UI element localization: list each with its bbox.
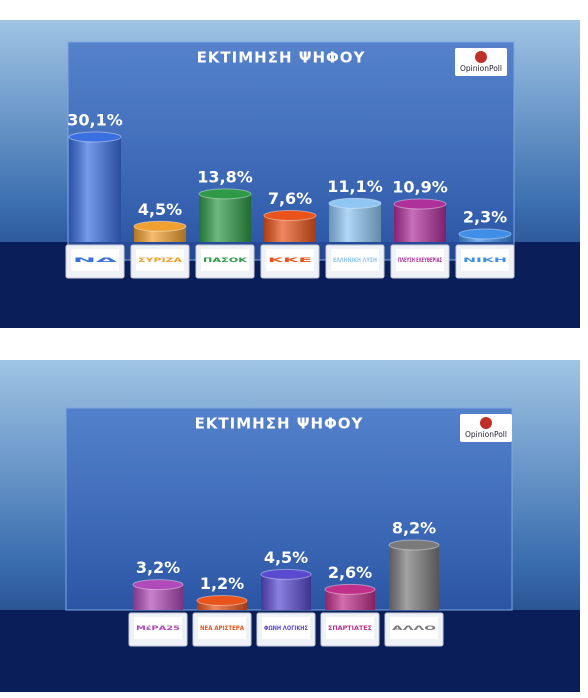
- x-tick-label: ΝΙΚΗ: [463, 256, 507, 264]
- value-label: 4,5%: [264, 548, 308, 567]
- bar-top: [198, 188, 252, 200]
- bar-top: [328, 197, 382, 209]
- logo-tile-inner: [390, 617, 438, 639]
- chart: ΕΚΤΙΜΗΣΗ ΨΗΦΟΥ OpinionPoll 30,1% ΝΔ 4,5% ΣΥΡΙ…: [0, 20, 580, 328]
- x-tick-label: ΚΚΕ: [268, 256, 312, 264]
- logo-icon: [480, 417, 492, 429]
- value-label: 4,5%: [138, 200, 182, 219]
- bar-top: [260, 568, 312, 580]
- logo-tile-inner: [136, 249, 184, 271]
- logo: OpinionPoll: [460, 64, 502, 73]
- logo-tile-inner: [461, 249, 509, 271]
- value-label: 3,2%: [136, 558, 180, 577]
- logo-tile-inner: [262, 617, 310, 639]
- bar-shade: [199, 193, 251, 242]
- logo-icon: [475, 51, 487, 63]
- value-label: 2,3%: [463, 207, 507, 226]
- bar-top: [68, 131, 122, 143]
- logo-tile-inner: [326, 617, 374, 639]
- bar-top: [263, 209, 317, 221]
- bar-shade: [69, 137, 121, 242]
- value-label: 2,6%: [328, 563, 372, 582]
- logo-tile-inner: [198, 617, 246, 639]
- x-tick-label: ΕΛΛΗΝΙΚΗ ΛΥΣΗ: [333, 256, 377, 264]
- chart-title: ΕΚΤΙΜΗΣΗ ΨΗΦΟΥ: [195, 415, 364, 433]
- bar-top: [393, 198, 447, 210]
- logo-tile-inner: [396, 249, 444, 271]
- x-tick-label: ΝΕΑ ΑΡΙΣΤΕΡΑ: [200, 624, 244, 632]
- value-label: 11,1%: [327, 177, 383, 196]
- bar-shade: [389, 545, 439, 610]
- value-label: 30,1%: [67, 111, 123, 130]
- x-tick-label: ΜέΡΑ25: [136, 624, 181, 632]
- bar-shade: [325, 589, 375, 610]
- bar-shade: [329, 203, 381, 242]
- logo-tile-inner: [134, 617, 182, 639]
- bar-top: [132, 579, 184, 591]
- bar-top: [458, 228, 512, 240]
- logo: OpinionPoll: [465, 430, 507, 439]
- value-label: 10,9%: [392, 177, 448, 196]
- value-label: 8,2%: [392, 519, 436, 538]
- value-label: 7,6%: [268, 189, 312, 208]
- logo-tile-inner: [201, 249, 249, 271]
- x-tick-label: ΠΑΣΟΚ: [203, 256, 249, 264]
- bar-top: [388, 539, 440, 551]
- chart: ΕΚΤΙΜΗΣΗ ΨΗΦΟΥ OpinionPoll 3,2% ΜέΡΑ25 1,2% Ν…: [0, 360, 580, 692]
- x-tick-label: ΣΠΑΡΤΙΑΤΕΣ: [328, 624, 372, 632]
- logo-tile-inner: [331, 249, 379, 271]
- bar-shade: [261, 574, 311, 610]
- logo-tile-inner: [266, 249, 314, 271]
- x-tick-label: ΣΥΡΙΖΑ: [138, 256, 182, 264]
- value-label: 13,8%: [197, 167, 253, 186]
- chart-title: ΕΚΤΙΜΗΣΗ ΨΗΦΟΥ: [197, 49, 366, 67]
- bar-top: [324, 583, 376, 595]
- x-tick-label: ΦΩΝΗ ΛΟΓΙΚΗΣ: [264, 624, 308, 632]
- bar-shade: [394, 203, 446, 242]
- value-label: 1,2%: [200, 574, 244, 593]
- bar-top: [133, 220, 187, 232]
- x-tick-label: ΝΔ: [73, 256, 117, 264]
- logo-tile-inner: [71, 249, 119, 271]
- bar-top: [196, 594, 248, 606]
- x-tick-label: ΑΛΛΟ: [392, 624, 437, 632]
- x-tick-label: ΠΛΕΥΣΗ ΕΛΕΥΘΕΡΙΑΣ: [398, 256, 442, 264]
